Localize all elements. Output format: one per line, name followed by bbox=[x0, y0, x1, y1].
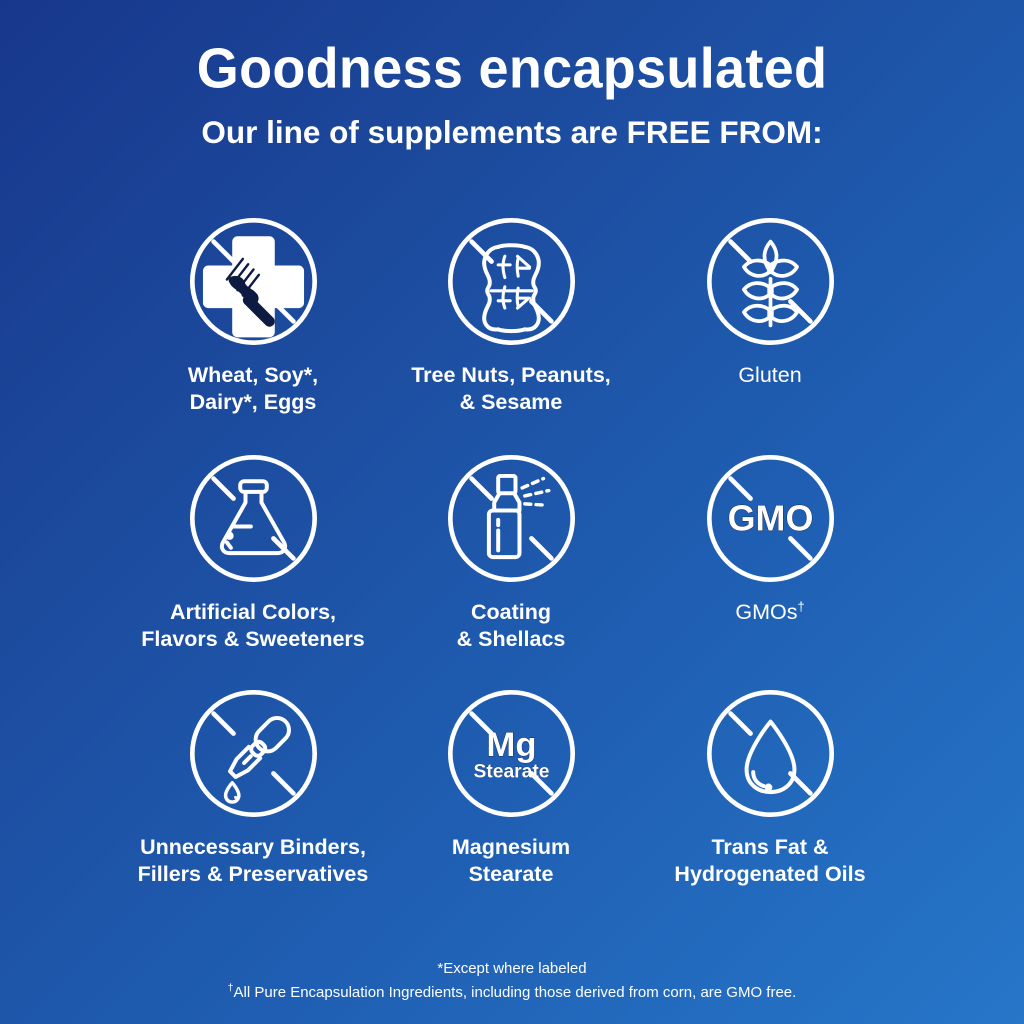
svg-text:GMO: GMO bbox=[727, 497, 813, 538]
svg-text:Mg: Mg bbox=[486, 726, 536, 764]
